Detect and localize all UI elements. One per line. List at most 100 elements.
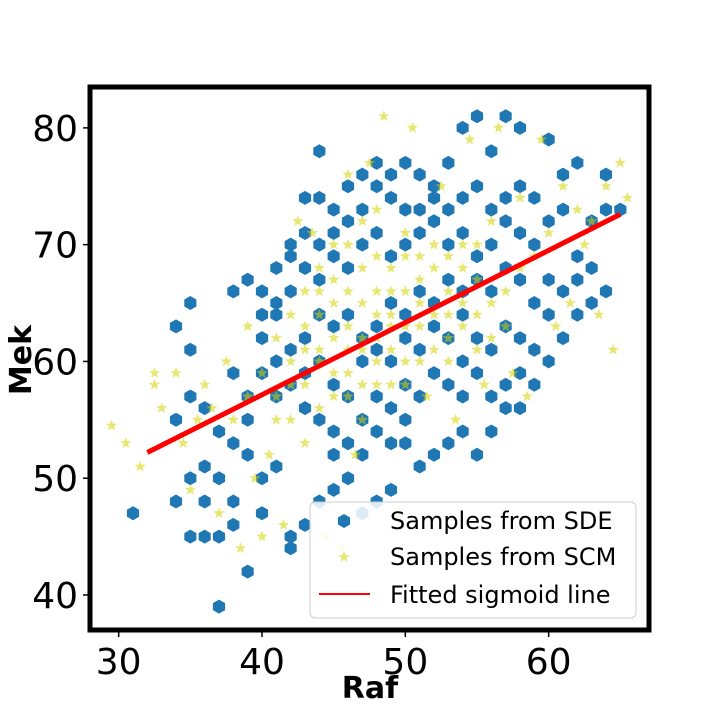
sde-point: [370, 389, 383, 404]
sde-point: [227, 436, 240, 451]
scm-point: [342, 320, 354, 332]
sde-point: [384, 167, 398, 182]
sde-point: [255, 284, 269, 299]
sde-point: [556, 284, 570, 299]
scm-point: [328, 367, 340, 378]
sde-point: [456, 226, 469, 240]
scm-point: [442, 332, 454, 343]
sde-point: [456, 424, 469, 439]
sde-point: [399, 155, 412, 170]
sde-point: [542, 354, 555, 369]
scm-point: [371, 308, 383, 320]
legend: Samples from SDE Samples from SCM Fitted…: [309, 501, 637, 619]
scm-point: [256, 530, 268, 542]
sde-point: [513, 272, 527, 287]
sde-point: [413, 342, 426, 357]
y-tick-label: 40: [32, 576, 78, 617]
sde-point: [255, 506, 269, 521]
scm-point: [428, 343, 440, 355]
sde-point: [212, 471, 226, 486]
sde-point: [442, 202, 455, 217]
scm-point: [170, 367, 182, 378]
sde-point: [470, 249, 484, 264]
scm-point: [313, 285, 325, 297]
scm-point: [471, 308, 483, 320]
sde-point: [284, 342, 297, 357]
scm-point: [184, 483, 196, 495]
sde-point: [370, 155, 383, 170]
sde-point: [198, 494, 211, 509]
scm-point: [249, 472, 261, 483]
sde-point: [470, 179, 484, 194]
scm-point: [621, 191, 634, 203]
sde-point: [212, 529, 226, 544]
sde-point: [284, 284, 297, 299]
scm-point: [471, 238, 483, 250]
scm-point: [342, 238, 354, 250]
sde-point: [456, 307, 469, 322]
scm-point: [500, 285, 512, 297]
scm-point: [614, 156, 626, 168]
legend-box: [309, 501, 637, 619]
scm-point: [492, 121, 505, 133]
sde-point: [184, 389, 197, 404]
scm-point: [485, 215, 497, 227]
sde-point: [241, 272, 254, 287]
sde-point: [499, 401, 512, 416]
scm-point: [428, 238, 440, 250]
sde-point: [298, 401, 312, 416]
scm-point: [385, 262, 397, 273]
sde-point: [327, 319, 340, 334]
x-ticks: 30 40 50 60: [96, 630, 572, 683]
sde-point: [470, 109, 484, 124]
sde-point: [470, 366, 484, 381]
sde-point: [499, 377, 512, 392]
scm-point: [299, 437, 311, 448]
scm-point: [442, 308, 454, 320]
scm-point: [385, 320, 397, 332]
scm-point: [156, 402, 168, 413]
sde-point: [313, 190, 326, 205]
sde-point: [270, 296, 283, 310]
sde-point: [399, 331, 412, 346]
sde-point: [470, 447, 484, 462]
sde-point: [341, 261, 355, 275]
y-tick-label: 60: [32, 342, 78, 383]
sde-point: [427, 190, 441, 205]
scm-points: [105, 110, 634, 554]
sde-point: [384, 482, 398, 497]
sde-point: [241, 412, 254, 427]
scm-point: [371, 378, 383, 390]
sde-point: [427, 447, 441, 462]
sde-point: [427, 214, 441, 229]
scm-point: [356, 343, 368, 355]
scm-point: [457, 238, 469, 250]
scm-point: [134, 460, 146, 472]
sde-point: [571, 307, 584, 322]
sde-point: [184, 471, 197, 486]
scm-point: [356, 297, 368, 308]
scm-point: [521, 390, 533, 402]
sde-point: [585, 261, 598, 275]
sde-point: [313, 237, 326, 252]
sde-point: [485, 144, 498, 159]
scm-point: [485, 297, 497, 308]
scm-point: [328, 332, 340, 343]
scm-point: [270, 332, 282, 343]
sde-point: [241, 447, 254, 462]
sde-point: [413, 226, 426, 240]
scm-point: [313, 402, 325, 413]
sde-point: [126, 506, 140, 521]
scm-point: [342, 390, 354, 402]
scm-point: [313, 355, 325, 367]
scm-point: [514, 191, 526, 203]
sde-point: [456, 190, 469, 205]
scm-point: [507, 367, 519, 378]
sde-point: [485, 237, 498, 252]
y-tick-label: 80: [32, 109, 78, 150]
scm-point: [356, 332, 368, 343]
scm-point: [385, 343, 397, 355]
scm-point: [356, 262, 368, 273]
scm-point: [220, 355, 232, 367]
